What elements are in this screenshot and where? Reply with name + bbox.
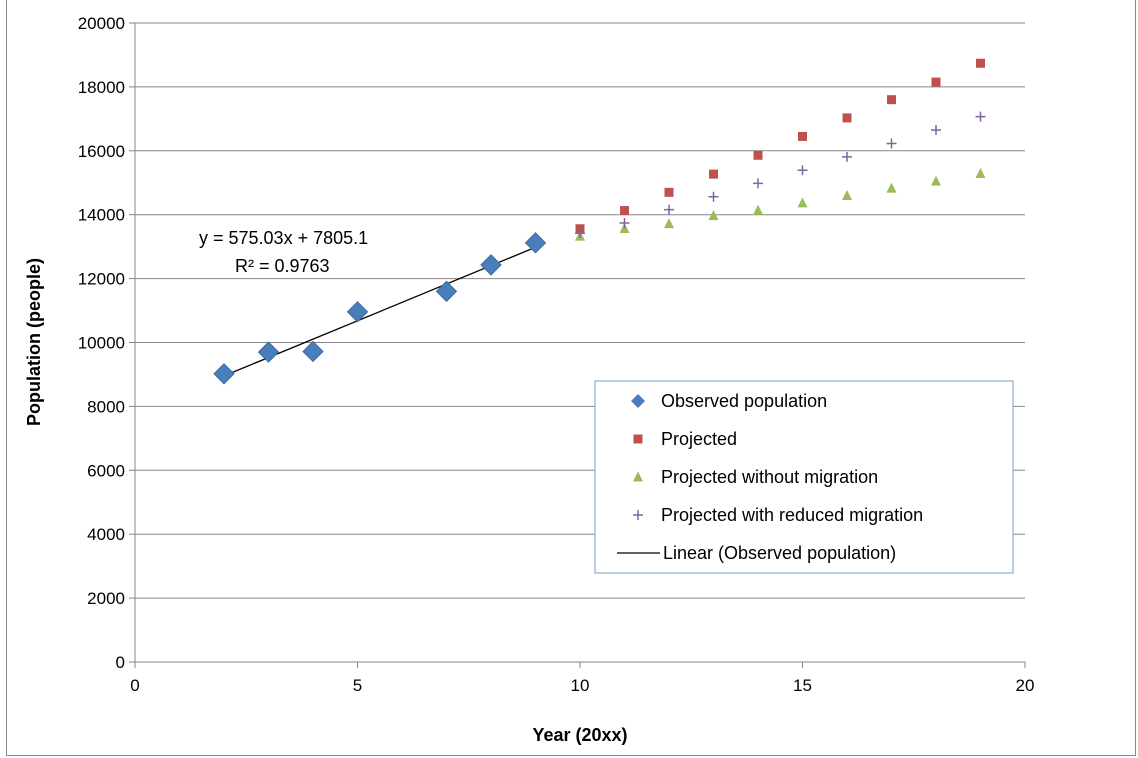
y-tick-label: 2000 bbox=[87, 589, 125, 608]
legend-diamond-icon bbox=[631, 394, 645, 408]
x-tick-label: 20 bbox=[1016, 676, 1035, 695]
point-plus bbox=[886, 138, 897, 149]
y-tick-label: 6000 bbox=[87, 461, 125, 480]
point-plus bbox=[575, 228, 585, 239]
point-triangle bbox=[842, 190, 852, 201]
legend-item: Linear (Observed population) bbox=[617, 543, 896, 563]
point-square bbox=[887, 95, 896, 105]
legend-label: Observed population bbox=[661, 391, 827, 411]
y-tick-label: 8000 bbox=[87, 397, 125, 416]
point-plus bbox=[797, 165, 808, 176]
y-tick-label: 18000 bbox=[78, 78, 125, 97]
x-tick-label: 15 bbox=[793, 676, 812, 695]
legend-square-icon bbox=[633, 434, 643, 444]
point-diamond bbox=[346, 301, 369, 323]
trendline-r2: R² = 0.9763 bbox=[235, 256, 330, 276]
legend-label: Projected bbox=[661, 429, 737, 449]
point-triangle bbox=[975, 167, 986, 178]
point-square bbox=[931, 77, 941, 87]
legend-box bbox=[594, 380, 1014, 574]
point-plus bbox=[753, 178, 763, 189]
legend-plus-icon bbox=[633, 510, 643, 520]
point-square bbox=[709, 169, 718, 179]
y-tick-label: 14000 bbox=[78, 206, 125, 225]
legend-item: Observed population bbox=[631, 391, 827, 411]
axes bbox=[129, 22, 1026, 668]
point-triangle bbox=[797, 197, 808, 208]
legend-label: Linear (Observed population) bbox=[663, 543, 896, 563]
x-tick-label: 5 bbox=[353, 676, 362, 695]
y-tick-label: 12000 bbox=[78, 270, 125, 289]
point-triangle bbox=[664, 218, 674, 229]
population-chart: 0 2000 4000 6000 8000 10000 12000 14000 16000 180… bbox=[24, 14, 1035, 745]
y-tick-label: 20000 bbox=[78, 14, 125, 33]
point-plus bbox=[975, 111, 986, 122]
x-axis-title: Year (20xx) bbox=[532, 725, 627, 745]
data-marks bbox=[213, 58, 986, 385]
trendline-equation: y = 575.03x + 7805.1 bbox=[199, 228, 368, 248]
point-square bbox=[664, 187, 674, 197]
tick-labels: 0 2000 4000 6000 8000 10000 12000 14000 16000 180… bbox=[78, 14, 1035, 695]
legend-label: Projected without migration bbox=[661, 467, 878, 487]
gridlines bbox=[135, 22, 1025, 599]
legend: Observed population Projected Projected wi… bbox=[594, 380, 1014, 574]
point-plus bbox=[619, 218, 630, 229]
legend-item: Projected without migration bbox=[633, 467, 878, 487]
point-square bbox=[842, 113, 852, 123]
x-tick-label: 0 bbox=[130, 676, 139, 695]
point-square bbox=[976, 58, 985, 68]
point-triangle bbox=[708, 210, 719, 221]
legend-item: Projected with reduced migration bbox=[633, 505, 923, 525]
legend-triangle-icon bbox=[633, 471, 643, 482]
legend-item: Projected bbox=[633, 429, 737, 449]
point-diamond bbox=[302, 340, 324, 363]
y-tick-label: 4000 bbox=[87, 525, 125, 544]
point-square bbox=[798, 131, 807, 141]
point-square bbox=[753, 150, 763, 160]
point-diamond bbox=[435, 280, 458, 303]
point-plus bbox=[664, 204, 674, 215]
x-tick-label: 10 bbox=[571, 676, 590, 695]
y-axis-title: Population (people) bbox=[24, 258, 44, 426]
point-plus bbox=[708, 191, 719, 202]
point-diamond bbox=[480, 254, 502, 276]
y-tick-label: 16000 bbox=[78, 142, 125, 161]
point-triangle bbox=[886, 182, 897, 193]
point-square bbox=[620, 206, 629, 216]
point-diamond bbox=[213, 363, 235, 385]
point-triangle bbox=[931, 175, 941, 186]
point-triangle bbox=[753, 204, 763, 215]
point-plus bbox=[842, 151, 852, 162]
chart-frame: 0 2000 4000 6000 8000 10000 12000 14000 16000 180… bbox=[6, 0, 1136, 756]
y-tick-label: 10000 bbox=[78, 334, 125, 353]
point-diamond bbox=[524, 232, 547, 254]
y-tick-label: 0 bbox=[116, 653, 125, 672]
point-plus bbox=[931, 125, 941, 136]
legend-label: Projected with reduced migration bbox=[661, 505, 923, 525]
point-diamond bbox=[257, 341, 280, 363]
